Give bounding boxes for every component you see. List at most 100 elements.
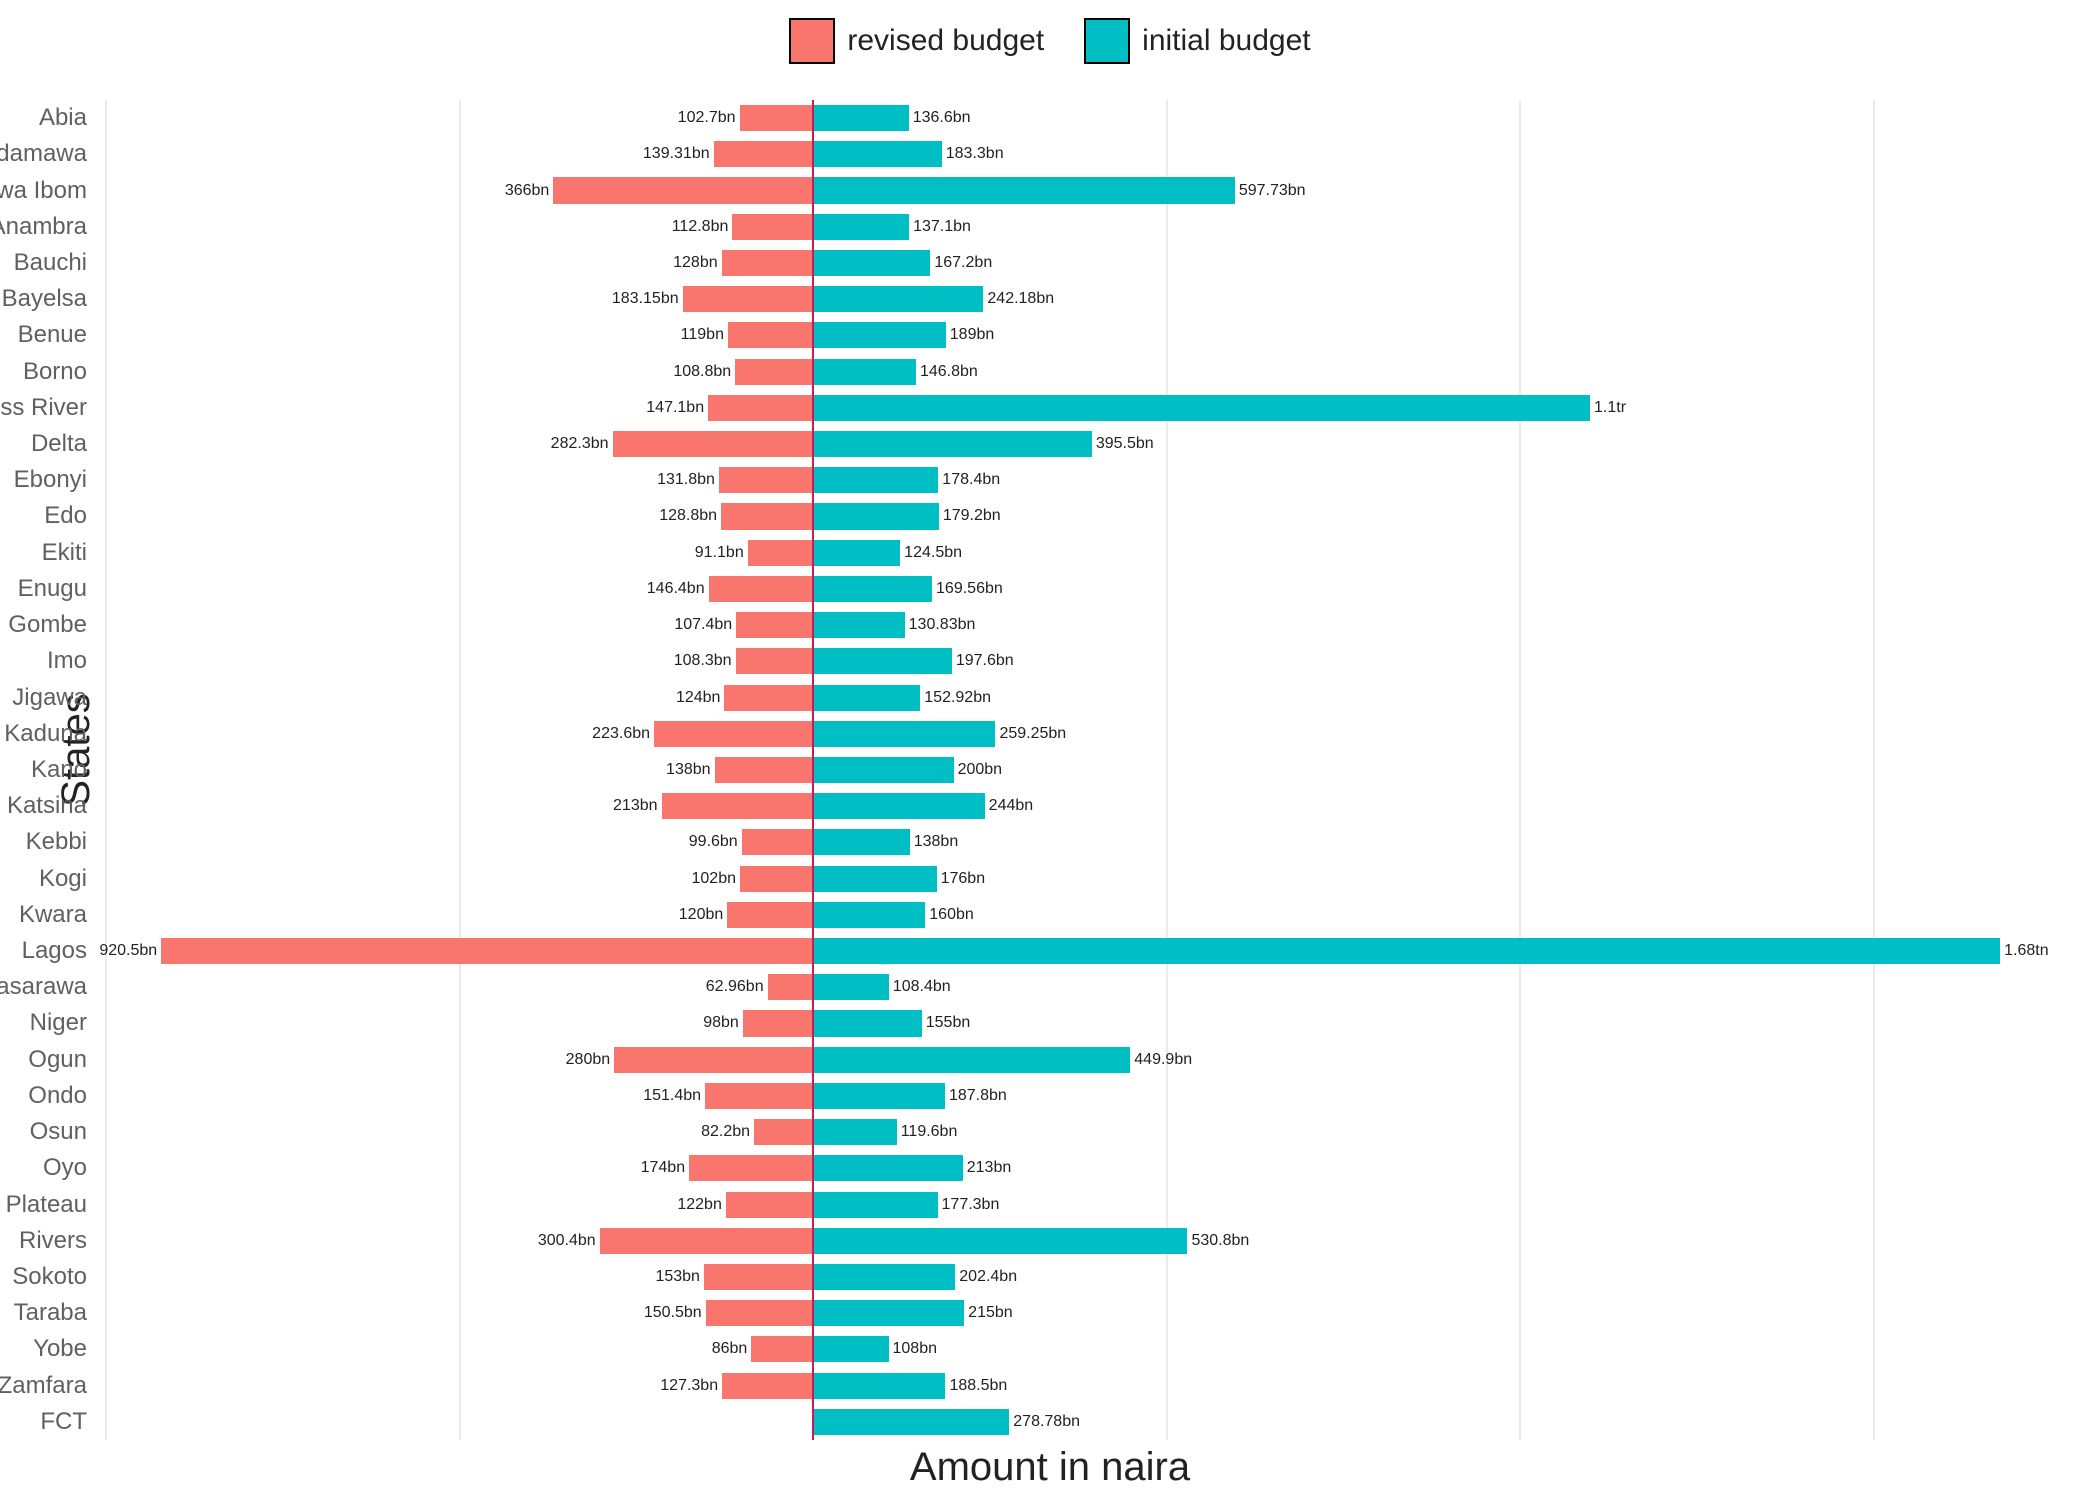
state-row: Kogi102bn176bn	[105, 861, 2085, 897]
value-label-revised: 127.3bn	[660, 1377, 718, 1395]
state-label: Bauchi	[0, 249, 95, 277]
bar-revised	[727, 902, 812, 928]
legend-swatch-revised	[789, 18, 835, 64]
state-label: Jigawa	[0, 684, 95, 712]
state-label: Ekiti	[0, 539, 95, 567]
legend-label-initial: initial budget	[1142, 24, 1310, 58]
bar-initial	[812, 1228, 1187, 1254]
state-row: Adamawa139.31bn183.3bn	[105, 136, 2085, 172]
value-label-initial: 178.4bn	[942, 471, 1000, 489]
value-label-initial: 449.9bn	[1134, 1051, 1192, 1069]
state-label: Oyo	[0, 1154, 95, 1182]
bar-initial	[812, 1264, 955, 1290]
state-row: Gombe107.4bn130.83bn	[105, 607, 2085, 643]
bar-revised	[722, 250, 813, 276]
state-label: Delta	[0, 430, 95, 458]
bar-revised	[614, 1047, 812, 1073]
bar-revised	[726, 1192, 812, 1218]
value-label-revised: 920.5bn	[99, 942, 157, 960]
state-label: Ondo	[0, 1082, 95, 1110]
state-row: Delta282.3bn395.5bn	[105, 426, 2085, 462]
value-label-revised: 366bn	[505, 182, 550, 200]
value-label-initial: 108bn	[893, 1340, 938, 1358]
value-label-revised: 108.3bn	[674, 652, 732, 670]
value-label-revised: 151.4bn	[643, 1087, 701, 1105]
value-label-revised: 119bn	[681, 326, 724, 344]
bar-initial	[812, 250, 930, 276]
value-label-revised: 86bn	[712, 1340, 748, 1358]
state-label: Anambra	[0, 213, 95, 241]
bar-initial	[812, 286, 983, 312]
state-label: Plateau	[0, 1191, 95, 1219]
value-label-initial: 152.92bn	[924, 689, 991, 707]
state-row: Jigawa124bn152.92bn	[105, 679, 2085, 715]
bar-initial	[812, 1047, 1130, 1073]
bar-revised	[689, 1155, 812, 1181]
bar-initial	[812, 1409, 1009, 1435]
state-row: Kano138bn200bn	[105, 752, 2085, 788]
bar-initial	[812, 757, 953, 783]
bar-initial	[812, 322, 946, 348]
value-label-revised: 91.1bn	[695, 544, 744, 562]
bar-initial	[812, 214, 909, 240]
bar-initial	[812, 1300, 964, 1326]
bar-initial	[812, 1192, 937, 1218]
bar-initial	[812, 793, 985, 819]
bar-revised	[654, 721, 812, 747]
value-label-initial: 176bn	[941, 870, 986, 888]
bar-initial	[812, 431, 1092, 457]
value-label-initial: 200bn	[958, 761, 1003, 779]
value-label-revised: 120bn	[679, 906, 724, 924]
bar-revised	[728, 322, 812, 348]
bar-initial	[812, 829, 910, 855]
state-label: Imo	[0, 647, 95, 675]
state-label: FCT	[0, 1408, 95, 1436]
value-label-initial: 1.68tn	[2004, 942, 2048, 960]
value-label-initial: 179.2bn	[943, 507, 1001, 525]
bar-initial	[812, 1083, 945, 1109]
bar-initial	[812, 1155, 963, 1181]
value-label-initial: 202.4bn	[959, 1268, 1017, 1286]
bar-initial	[812, 177, 1235, 203]
bar-revised	[553, 177, 812, 203]
state-row: Edo128.8bn179.2bn	[105, 498, 2085, 534]
state-row: Nasarawa62.96bn108.4bn	[105, 969, 2085, 1005]
state-label: Abia	[0, 104, 95, 132]
bar-revised	[719, 467, 812, 493]
value-label-revised: 139.31bn	[643, 145, 710, 163]
bar-initial	[812, 503, 939, 529]
value-label-revised: 150.5bn	[644, 1304, 702, 1322]
bar-revised	[732, 214, 812, 240]
bar-revised	[735, 359, 812, 385]
bar-revised	[708, 395, 812, 421]
state-label: Enugu	[0, 575, 95, 603]
value-label-revised: 62.96bn	[706, 978, 764, 996]
value-label-initial: 130.83bn	[909, 616, 976, 634]
bar-revised	[706, 1300, 812, 1326]
state-label: Ebonyi	[0, 466, 95, 494]
value-label-initial: 189bn	[950, 326, 995, 344]
bar-revised	[740, 105, 813, 131]
value-label-revised: 138bn	[666, 761, 711, 779]
state-label: Osun	[0, 1118, 95, 1146]
bar-initial	[812, 974, 889, 1000]
state-label: Zamfara	[0, 1372, 95, 1400]
state-row: Ogun280bn449.9bn	[105, 1042, 2085, 1078]
value-label-initial: 169.56bn	[936, 580, 1003, 598]
bar-revised	[715, 757, 813, 783]
state-row: Abia102.7bn136.6bn	[105, 100, 2085, 136]
bar-revised	[704, 1264, 812, 1290]
state-label: Ogun	[0, 1046, 95, 1074]
value-label-revised: 107.4bn	[674, 616, 732, 634]
state-row: Katsina213bn244bn	[105, 788, 2085, 824]
value-label-initial: 146.8bn	[920, 363, 978, 381]
value-label-revised: 147.1bn	[646, 399, 704, 417]
value-label-initial: 160bn	[929, 906, 974, 924]
bar-initial	[812, 395, 1590, 421]
value-label-revised: 102bn	[692, 870, 737, 888]
value-label-initial: 124.5bn	[904, 544, 962, 562]
value-label-initial: 597.73bn	[1239, 182, 1306, 200]
state-label: Akwa Ibom	[0, 177, 95, 205]
bar-revised	[722, 1373, 812, 1399]
state-row: Cross River147.1bn1.1tr	[105, 390, 2085, 426]
